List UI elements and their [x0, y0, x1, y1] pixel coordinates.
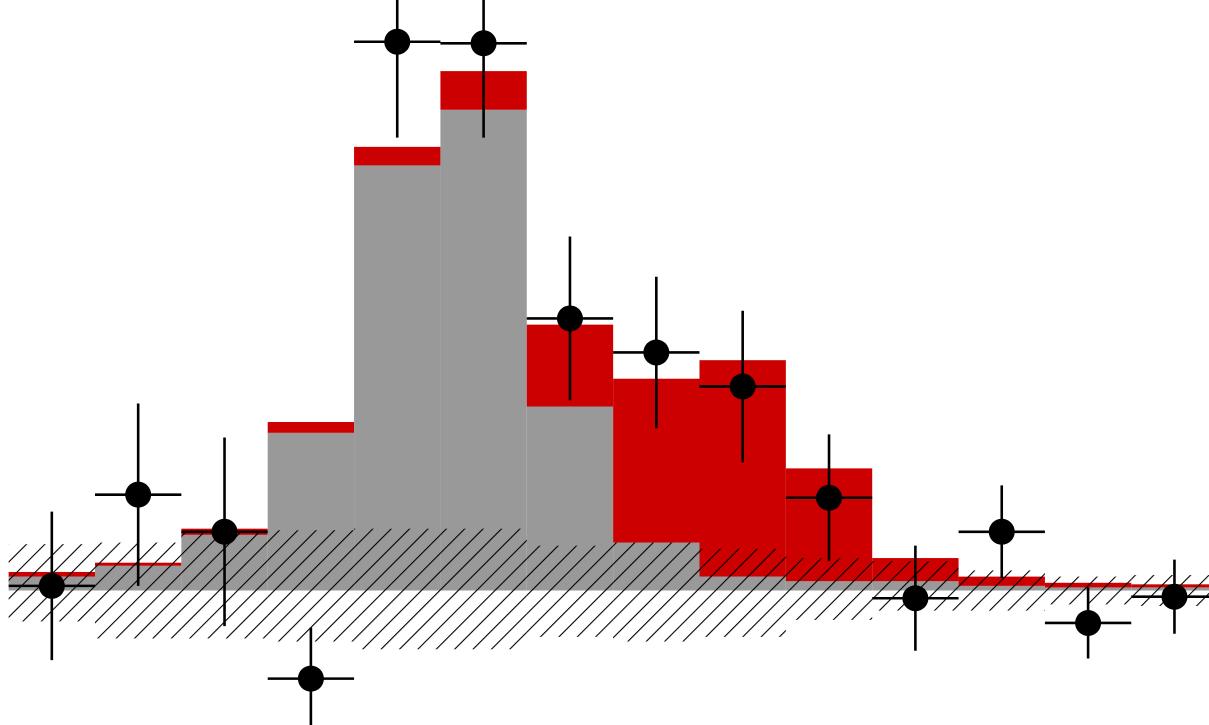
data-point-12	[959, 485, 1045, 578]
bar-signal-5	[354, 147, 440, 166]
data-point-marker-7	[557, 305, 583, 331]
uncertainty-hatch-8	[613, 543, 699, 642]
uncertainty-hatch-6	[440, 529, 526, 650]
data-point-marker-10	[816, 485, 842, 511]
data-point-marker-2	[125, 482, 151, 508]
data-point-marker-5	[384, 29, 410, 55]
bar-signal-4	[268, 422, 354, 433]
data-point-1	[9, 512, 95, 660]
uncertainty-hatch-9	[699, 549, 785, 637]
stacked-bars	[9, 71, 1209, 590]
data-point-marker-4	[298, 666, 324, 692]
data-point-4	[268, 628, 354, 725]
data-point-marker-11	[902, 585, 928, 611]
data-point-marker-14	[1161, 584, 1187, 610]
uncertainty-hatch-10	[786, 558, 872, 620]
data-point-marker-1	[39, 573, 65, 599]
uncertainty-hatch-4	[268, 530, 354, 641]
uncertainty-hatch-7	[527, 546, 613, 637]
data-point-14	[1131, 560, 1209, 634]
data-point-marker-6	[471, 30, 497, 56]
bar-background-5	[354, 165, 440, 590]
data-point-marker-3	[212, 519, 238, 545]
uncertainty-band	[9, 529, 1209, 650]
uncertainty-hatch-5	[354, 529, 440, 650]
data-point-marker-8	[643, 339, 669, 365]
data-point-marker-12	[989, 519, 1015, 545]
data-point-marker-9	[730, 373, 756, 399]
data-point-5	[354, 0, 440, 138]
data-point-marker-13	[1075, 610, 1101, 636]
bar-background-6	[440, 110, 526, 591]
